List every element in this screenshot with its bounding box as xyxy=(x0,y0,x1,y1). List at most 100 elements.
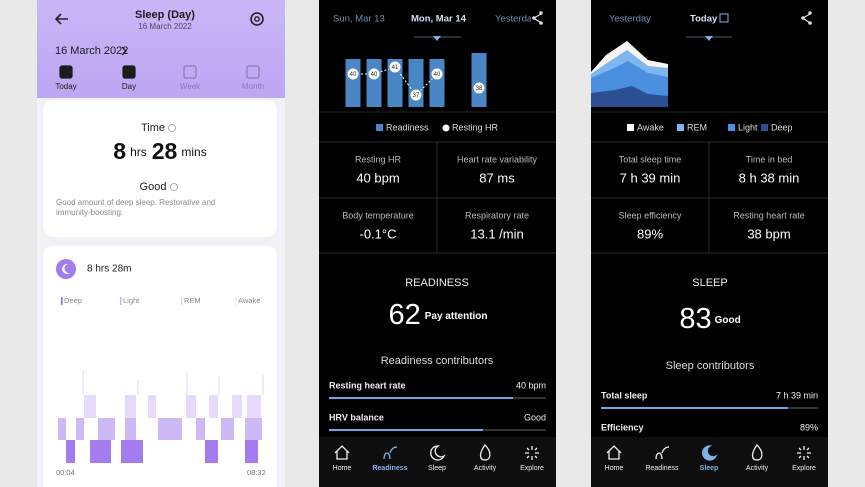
readiness-screen: Sun, Mar 13 Mon, Mar 14 Yesterday 40 40 41… xyxy=(319,0,556,487)
rem-segment xyxy=(209,395,218,418)
stages-card xyxy=(43,246,277,487)
metric-label: Time in bed xyxy=(746,154,793,164)
share-dot xyxy=(539,21,543,25)
hours: 8 xyxy=(113,138,126,164)
nav-icon[interactable] xyxy=(606,445,622,460)
score-value: 83 xyxy=(679,303,711,335)
deep-area xyxy=(591,86,668,107)
nav-icon[interactable] xyxy=(383,446,398,460)
quality-label: Good xyxy=(140,181,167,193)
header-bg xyxy=(37,0,285,98)
nav-icon[interactable] xyxy=(525,446,539,460)
date-tab[interactable]: Yesterday xyxy=(495,14,537,25)
metric-value: 8 h 38 min xyxy=(739,170,800,185)
score-value: 62 xyxy=(388,299,420,331)
nav-label[interactable]: Explore xyxy=(520,465,544,472)
nav-icon[interactable] xyxy=(797,446,811,460)
metric-label: Total sleep time xyxy=(619,154,682,164)
metric-label: Respiratory rate xyxy=(465,210,529,220)
settings-button[interactable] xyxy=(250,12,264,26)
tab-icon[interactable] xyxy=(246,65,260,79)
light-segment xyxy=(125,418,136,440)
readiness-bar xyxy=(471,53,487,107)
nav-icon[interactable] xyxy=(655,446,670,460)
stage-label: Awake xyxy=(238,296,260,305)
metric-value: 13.1 /min xyxy=(470,226,523,241)
info-icon[interactable] xyxy=(170,183,178,191)
nav-icon[interactable] xyxy=(430,445,446,461)
light-segment xyxy=(98,418,115,440)
rem-segment xyxy=(247,395,261,418)
tab-label[interactable]: Month xyxy=(242,82,264,91)
stage-label: Light xyxy=(123,296,140,305)
share-dot xyxy=(808,11,812,15)
info-icon[interactable] xyxy=(168,124,176,132)
date-picker[interactable]: 16 March 2022 xyxy=(55,45,128,57)
nav-bar xyxy=(591,437,828,487)
light-segment xyxy=(58,418,66,440)
light-segment xyxy=(221,418,234,440)
light-segment xyxy=(76,418,84,440)
nav-label[interactable]: Activity xyxy=(474,465,497,472)
tab-icon[interactable] xyxy=(183,65,197,79)
legend-swatch xyxy=(442,124,450,132)
progress-fill xyxy=(601,407,788,409)
metric-value: 87 ms xyxy=(479,170,515,185)
nav-label[interactable]: Sleep xyxy=(700,465,719,472)
nav-icon[interactable] xyxy=(751,444,763,461)
nav-label[interactable]: Readiness xyxy=(372,465,407,472)
awake-segment xyxy=(82,370,84,395)
back-button[interactable] xyxy=(54,13,68,25)
readiness-bar xyxy=(366,59,382,107)
rem-segment xyxy=(148,395,156,418)
stage-label: Deep xyxy=(64,296,82,305)
date-tab-active[interactable]: Mon, Mar 14 xyxy=(411,14,467,25)
legend-label: REM xyxy=(687,122,707,132)
hr-line xyxy=(353,66,438,96)
metric-label: Resting HR xyxy=(355,154,402,164)
tab-label[interactable]: Today xyxy=(55,82,76,91)
nav-icon[interactable] xyxy=(702,445,718,461)
hypnogram xyxy=(58,370,264,463)
hr-dot xyxy=(388,60,402,74)
share-dot xyxy=(539,11,543,15)
hr-label: 41 xyxy=(392,65,399,71)
rem-segment xyxy=(186,395,196,418)
calendar-icon[interactable] xyxy=(719,13,729,23)
score-status: Good xyxy=(715,315,741,326)
metric-label: Heart rate variability xyxy=(457,154,538,164)
hr-dot xyxy=(472,81,486,95)
date-tab-active[interactable]: Today xyxy=(690,14,718,25)
nav-label[interactable]: Activity xyxy=(746,465,769,472)
nav-label[interactable]: Home xyxy=(333,465,352,472)
score-title: SLEEP xyxy=(692,277,727,289)
tab-icon[interactable] xyxy=(59,65,73,79)
hr-label: 38 xyxy=(476,86,483,92)
progress-fill xyxy=(329,429,483,431)
tab-label[interactable]: Week xyxy=(180,82,201,91)
nav-icon[interactable] xyxy=(334,445,350,460)
time-axis-label: 08:32 xyxy=(247,468,266,477)
nav-icon[interactable] xyxy=(479,444,491,461)
share-dot xyxy=(808,21,812,25)
contributor-value: 7 h 39 min xyxy=(776,390,818,400)
date-tab[interactable]: Sun, Mar 13 xyxy=(333,14,385,25)
sleep-screen: Yesterday Today SLEEP 83 Good Sleep contr… xyxy=(591,0,828,487)
date-tab[interactable]: Yesterday xyxy=(609,14,651,25)
active-indicator xyxy=(705,36,713,41)
moon-icon xyxy=(56,259,76,279)
quality-description: Good amount of deep sleep. Restorative a… xyxy=(56,198,215,207)
nav-label[interactable]: Sleep xyxy=(428,465,446,472)
minutes-unit: mins xyxy=(181,145,206,159)
metric-label: Body temperature xyxy=(342,210,414,220)
contributor-value: 40 bpm xyxy=(516,380,546,390)
active-indicator xyxy=(433,36,441,41)
tab-label[interactable]: Day xyxy=(122,82,136,91)
metric-value: 38 bpm xyxy=(747,226,790,241)
nav-label[interactable]: Home xyxy=(605,465,624,472)
deep-segment xyxy=(121,440,143,463)
tab-icon[interactable] xyxy=(122,65,136,79)
nav-label[interactable]: Explore xyxy=(792,465,816,472)
nav-label[interactable]: Readiness xyxy=(645,465,679,472)
